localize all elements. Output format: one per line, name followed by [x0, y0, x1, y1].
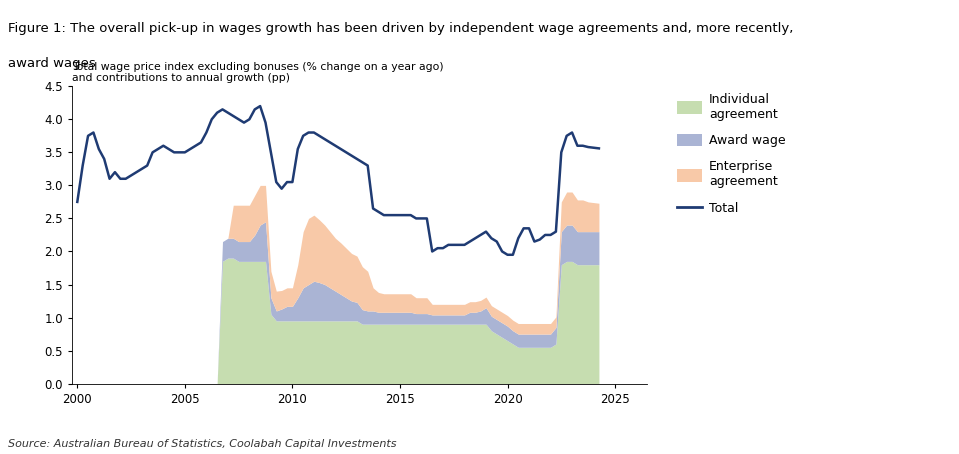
Text: Source: Australian Bureau of Statistics, Coolabah Capital Investments: Source: Australian Bureau of Statistics,… — [8, 439, 396, 449]
Legend: Individual
agreement, Award wage, Enterprise
agreement, Total: Individual agreement, Award wage, Enterp… — [677, 93, 785, 215]
Text: Total wage price index excluding bonuses (% change on a year ago)
and contributi: Total wage price index excluding bonuses… — [72, 62, 444, 83]
Text: award wages: award wages — [8, 57, 96, 70]
Text: Figure 1: The overall pick-up in wages growth has been driven by independent wag: Figure 1: The overall pick-up in wages g… — [8, 22, 793, 35]
